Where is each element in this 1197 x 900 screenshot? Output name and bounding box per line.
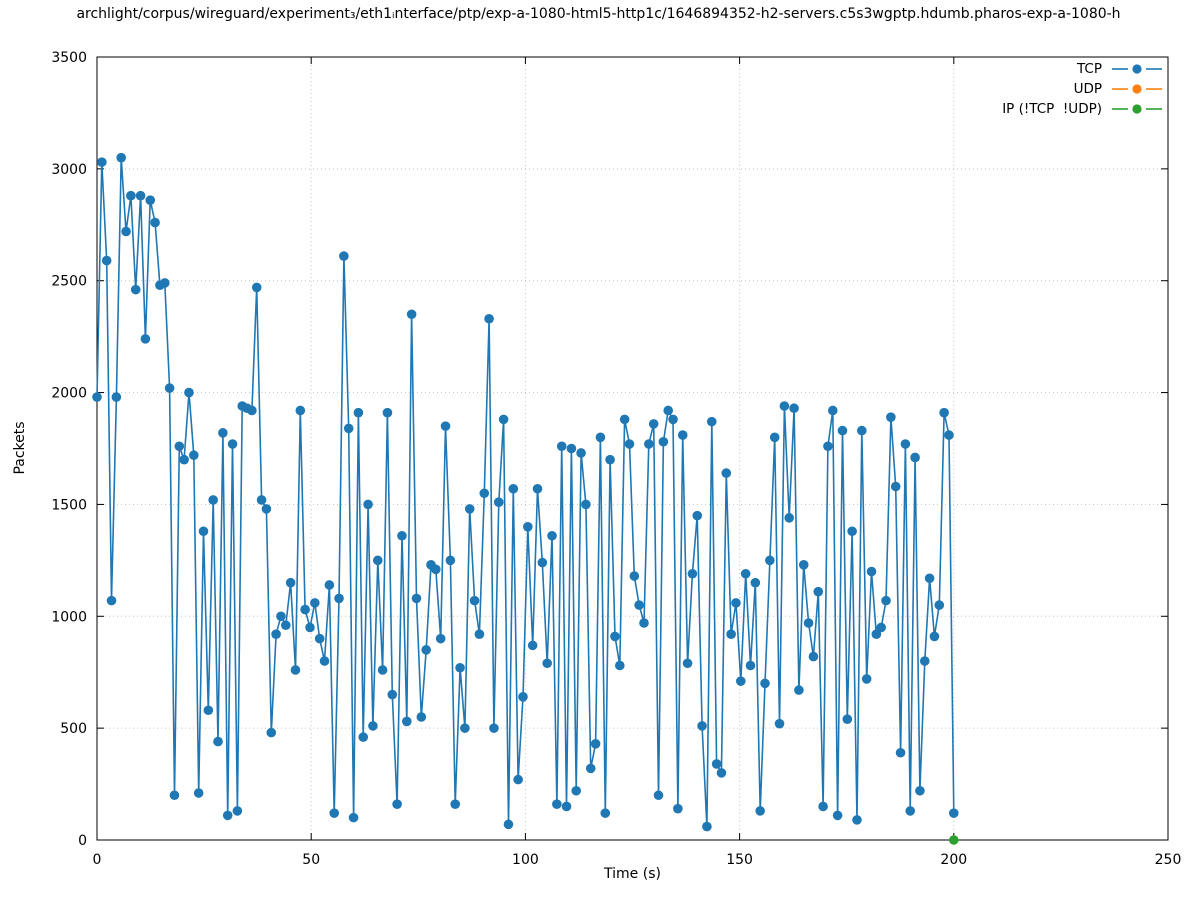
svg-text:1500: 1500 <box>51 497 87 513</box>
ip-legend-marker-icon <box>1112 104 1162 114</box>
svg-text:0: 0 <box>93 852 102 868</box>
svg-text:250: 250 <box>1155 852 1182 868</box>
svg-text:50: 50 <box>302 852 320 868</box>
legend-item-ip: IP (!TCP !UDP) <box>1002 100 1163 118</box>
legend-item-udp: UDP <box>1002 80 1163 98</box>
chart-title-text: archlight/corpus/wireguard/experiment₃/e… <box>76 6 1121 22</box>
svg-text:100: 100 <box>512 852 539 868</box>
svg-text:500: 500 <box>60 721 87 737</box>
legend: TCP UDP IP (!TCP !UDP) <box>1002 60 1163 118</box>
legend-label-ip: IP (!TCP !UDP) <box>1002 101 1102 117</box>
legend-item-tcp: TCP <box>1002 60 1163 78</box>
legend-label-tcp: TCP <box>1076 61 1102 77</box>
svg-text:2500: 2500 <box>51 274 87 290</box>
svg-text:1000: 1000 <box>51 609 87 625</box>
x-axis-label: Time (s) <box>604 866 661 882</box>
svg-text:0: 0 <box>78 833 87 849</box>
svg-text:2000: 2000 <box>51 386 87 402</box>
svg-text:200: 200 <box>940 852 967 868</box>
svg-text:3500: 3500 <box>51 50 87 66</box>
svg-text:150: 150 <box>726 852 753 868</box>
chart-title: archlight/corpus/wireguard/experiment₃/e… <box>0 6 1197 22</box>
legend-label-udp: UDP <box>1073 81 1102 97</box>
tcp-legend-marker-icon <box>1112 64 1162 74</box>
udp-legend-marker-icon <box>1112 84 1162 94</box>
svg-text:3000: 3000 <box>51 162 87 178</box>
